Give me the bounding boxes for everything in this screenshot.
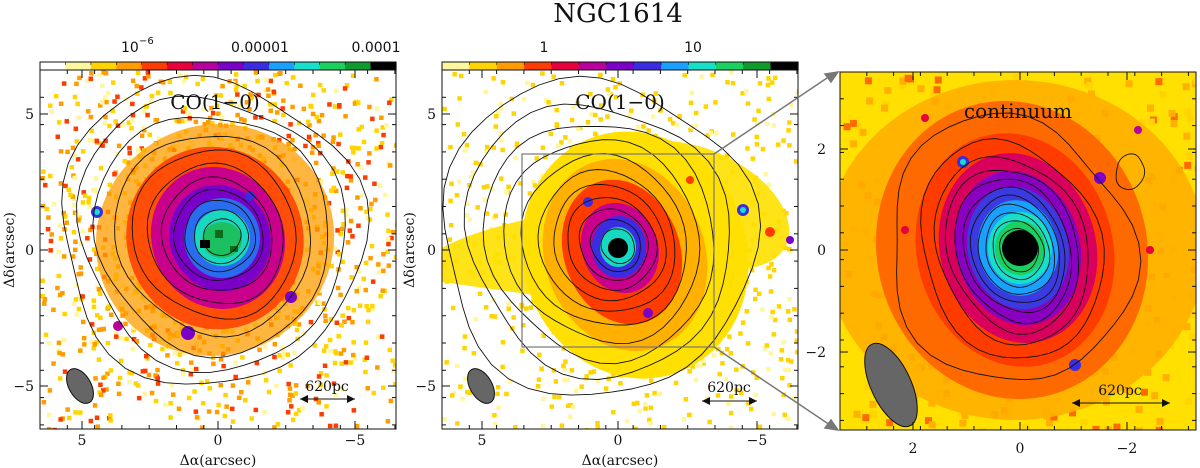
zoom-box: [521, 153, 715, 348]
scalebar-middle-label: 620pc: [707, 380, 751, 396]
y-tick-left-3: −5: [13, 379, 34, 395]
panel-middle: 1 10 CO(1−0): [402, 40, 799, 468]
colorbar-left-exponent: −6: [139, 36, 154, 47]
x-tick-left-1: 5: [78, 433, 87, 449]
scalebar-right-label: 620pc: [1098, 383, 1142, 399]
beam-left: [66, 368, 94, 404]
panel-middle-label: CO(1−0): [575, 90, 665, 114]
y-tick-left-2: 0: [25, 243, 34, 259]
x-tick-right-3: −2: [1117, 441, 1138, 457]
y-tick-right-1: 2: [817, 142, 826, 158]
beam-right: [864, 342, 918, 428]
x-axis-label-left: Δα(arcsec): [180, 453, 257, 468]
zoom-connectors: [713, 70, 840, 432]
x-tick-middle-3: −5: [747, 433, 768, 449]
colorbar-left-tick-1: 10: [121, 40, 139, 56]
y-tick-middle-2: 0: [427, 243, 436, 259]
y-tick-right-2: 0: [817, 243, 826, 259]
x-axis-label-middle: Δα(arcsec): [582, 453, 659, 468]
x-tick-middle-2: 0: [614, 433, 623, 449]
image-middle: [442, 70, 798, 429]
image-left: [40, 70, 396, 429]
colorbar-left-tick-2: 0.00001: [231, 40, 289, 56]
x-tick-middle-1: 5: [478, 433, 487, 449]
panel-right-label: continuum: [964, 99, 1072, 123]
colorbar-middle-tick-2: 10: [684, 40, 702, 56]
panel-left: 10 −6 0.00001 0.0001: [2, 36, 401, 468]
panel-left-label: CO(1−0): [170, 90, 260, 114]
colorbar-middle: [441, 61, 799, 71]
y-tick-middle-1: 5: [427, 107, 436, 123]
beam-middle: [467, 368, 495, 404]
panel-right: continuum 620pc 2 0 −2 2 0 −2: [805, 71, 1197, 457]
y-axis-label-left: Δδ(arcsec): [2, 212, 18, 288]
y-tick-middle-3: −5: [415, 379, 436, 395]
colorbar-left: [39, 61, 397, 71]
y-axis-label-middle: Δδ(arcsec): [402, 212, 418, 288]
colorbar-middle-tick-1: 1: [540, 40, 549, 56]
x-tick-right-2: 0: [1016, 441, 1025, 457]
x-tick-right-1: 2: [909, 441, 918, 457]
x-tick-left-3: −5: [345, 433, 366, 449]
scalebar-left-label: 620pc: [305, 379, 349, 395]
y-tick-left-1: 5: [25, 107, 34, 123]
colorbar-left-tick-3: 0.0001: [352, 40, 401, 56]
x-tick-left-2: 0: [214, 433, 223, 449]
y-tick-right-3: −2: [805, 345, 826, 361]
figure-title: NGC1614: [553, 0, 683, 29]
image-right: [840, 72, 1196, 430]
